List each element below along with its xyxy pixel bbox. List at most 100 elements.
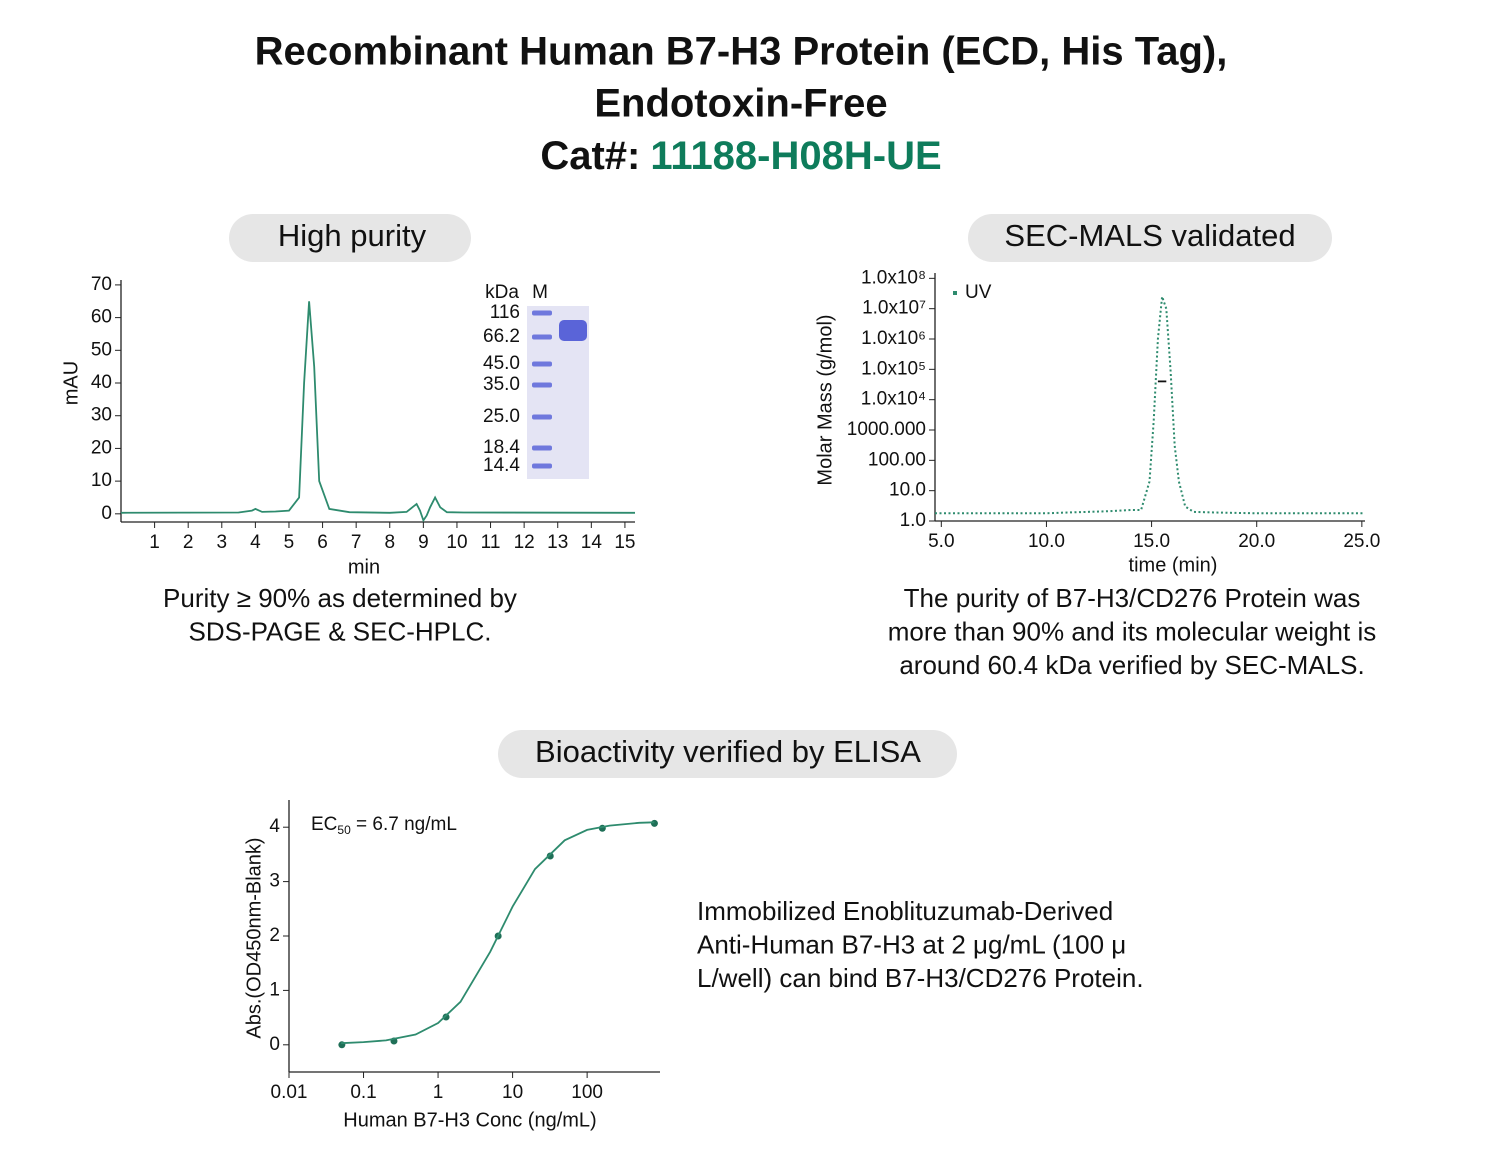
gel-marker-band <box>532 463 552 469</box>
cat-label: Cat#: <box>540 134 640 178</box>
caption-line: SDS-PAGE & SEC-HPLC. <box>189 616 492 646</box>
annotation-sub: 50 <box>337 823 351 837</box>
gel-marker-band <box>532 361 552 367</box>
gel-marker-label: 45.0 <box>483 353 520 374</box>
x-tick-label: 14 <box>581 532 603 553</box>
y-axis-label: Molar Mass (g/mol) <box>814 314 836 485</box>
y-tick-label: 0 <box>101 503 112 524</box>
x-axis-label: Human B7-H3 Conc (ng/mL) <box>343 1109 596 1131</box>
gel-marker-label: 18.4 <box>483 437 520 458</box>
gel-marker-band <box>532 414 552 420</box>
series-line <box>120 301 636 523</box>
x-tick-label: 9 <box>418 532 429 553</box>
y-tick-label: 70 <box>91 274 112 295</box>
y-tick-label: 4 <box>269 816 280 837</box>
x-tick-label: 11 <box>481 532 501 553</box>
x-axis-label: time (min) <box>1129 554 1218 576</box>
y-tick-label: 20 <box>91 437 112 458</box>
x-tick-label: 10 <box>502 1082 523 1103</box>
x-axis-label: min <box>348 556 380 578</box>
y-tick-label: 10 <box>91 470 112 491</box>
x-tick-label: 12 <box>514 532 535 553</box>
y-axis-label: mAU <box>60 361 82 405</box>
x-tick-label: 10.0 <box>1028 531 1065 552</box>
gel-marker-label: 35.0 <box>483 374 520 395</box>
x-tick-label: 1 <box>433 1082 444 1103</box>
legend-label: UV <box>965 282 992 303</box>
x-tick-label: 5.0 <box>928 531 954 552</box>
x-tick-label: 0.1 <box>350 1082 376 1103</box>
x-tick-label: 8 <box>384 532 395 553</box>
y-tick-label: 1.0x10⁶ <box>861 328 926 349</box>
x-tick-label: 6 <box>317 532 328 553</box>
y-tick-label: 40 <box>91 372 112 393</box>
x-tick-label: 4 <box>250 532 261 553</box>
x-tick-label: 25.0 <box>1343 531 1380 552</box>
series-line <box>935 296 1364 515</box>
y-axis-label: Abs.(OD450nm-Blank) <box>243 837 265 1038</box>
y-tick-label: 1.0x10⁸ <box>861 267 926 288</box>
fit-curve <box>341 821 655 1045</box>
data-point <box>442 1013 450 1021</box>
x-tick-label: 100 <box>571 1082 603 1103</box>
pill <box>498 730 957 778</box>
x-tick-label: 1 <box>149 532 160 553</box>
caption-line: around 60.4 kDa verified by SEC-MALS. <box>899 650 1364 680</box>
x-tick-label: 15.0 <box>1133 531 1170 552</box>
gel-marker-band <box>532 334 552 340</box>
y-tick-label: 60 <box>91 307 112 328</box>
data-point <box>546 852 554 860</box>
y-tick-label: 0 <box>269 1034 280 1055</box>
annotation-rest: = 6.7 ng/mL <box>351 814 457 835</box>
y-tick-label: 1.0x10⁴ <box>861 389 926 410</box>
x-tick-label: 13 <box>547 532 568 553</box>
y-tick-label: 1.0x10⁵ <box>861 358 926 379</box>
pill <box>229 214 471 262</box>
y-tick-label: 100.00 <box>868 449 926 470</box>
x-tick-label: 0.01 <box>271 1082 308 1103</box>
annotation-text: EC <box>311 814 337 835</box>
pill <box>968 214 1332 262</box>
caption-line: more than 90% and its molecular weight i… <box>888 616 1376 646</box>
gel-marker-label: 25.0 <box>483 406 520 427</box>
catalog: Cat#: 11188-H08H-UE <box>540 134 941 178</box>
cat-number: 11188-H08H-UE <box>650 134 941 178</box>
y-tick-label: 50 <box>91 339 112 360</box>
pill-label: Bioactivity verified by ELISA <box>535 734 921 769</box>
caption-line: L/well) can bind B7-H3/CD276 Protein. <box>697 963 1144 993</box>
gel-band <box>559 320 587 341</box>
y-tick-label: 1.0x10⁷ <box>862 298 926 319</box>
y-tick-label: 1 <box>269 979 280 1000</box>
gel-marker-label: 14.4 <box>483 455 520 476</box>
y-tick-label: 10.0 <box>889 480 926 501</box>
x-tick-label: 3 <box>216 532 227 553</box>
x-tick-label: 5 <box>284 532 295 553</box>
pill-label: High purity <box>278 218 427 253</box>
caption-line: Immobilized Enoblituzumab-Derived <box>697 896 1113 926</box>
caption-line: Anti-Human B7-H3 at 2 μg/mL (100 μ <box>697 929 1126 959</box>
y-tick-label: 1000.000 <box>847 419 926 440</box>
y-tick-label: 3 <box>269 871 280 892</box>
x-tick-label: 20.0 <box>1238 531 1275 552</box>
annotation: EC50 = 6.7 ng/mL <box>311 814 457 837</box>
gel-marker-band <box>532 445 552 451</box>
pill-label: SEC-MALS validated <box>1004 218 1295 253</box>
y-tick-label: 30 <box>91 405 112 426</box>
gel-unit: kDa <box>485 282 519 303</box>
data-point <box>650 819 658 827</box>
y-tick-label: 2 <box>269 925 280 946</box>
x-tick-label: 2 <box>183 532 194 553</box>
gel-marker-label: 66.2 <box>483 326 520 347</box>
legend-swatch <box>953 291 957 295</box>
gel-marker-label: 116 <box>490 302 520 323</box>
caption-line: The purity of B7-H3/CD276 Protein was <box>904 583 1361 613</box>
gel-marker-band <box>532 382 552 388</box>
x-tick-label: 10 <box>446 532 467 553</box>
title-line: Endotoxin-Free <box>594 82 887 126</box>
gel-marker-band <box>532 310 552 316</box>
gel-lane: M <box>532 282 548 303</box>
caption-line: Purity ≥ 90% as determined by <box>163 583 517 613</box>
x-tick-label: 7 <box>351 532 362 553</box>
title-line: Recombinant Human B7-H3 Protein (ECD, Hi… <box>255 30 1228 74</box>
